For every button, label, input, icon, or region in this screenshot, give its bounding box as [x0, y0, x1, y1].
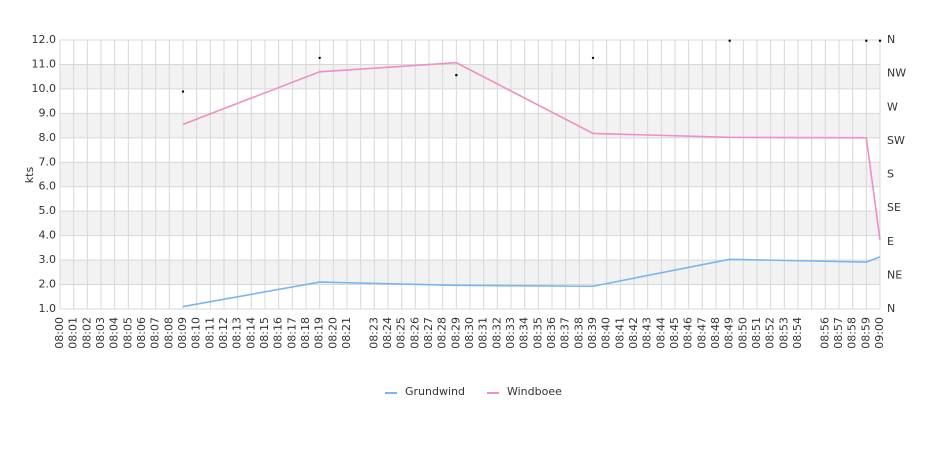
x-tick-label: 08:51	[750, 317, 763, 349]
x-tick-label: 08:33	[504, 317, 517, 349]
x-tick-label: 08:44	[654, 317, 667, 349]
direction-point	[878, 39, 882, 42]
x-tick-label: 08:58	[846, 317, 859, 349]
x-tick-label: 08:49	[723, 317, 736, 349]
x-tick-label: 08:39	[586, 317, 599, 349]
y-tick-label: 8.0	[39, 131, 57, 144]
x-tick-label: 08:52	[764, 317, 777, 349]
x-tick-label: 08:31	[477, 317, 490, 349]
x-tick-label: 08:04	[108, 317, 121, 349]
y-tick-label: 11.0	[32, 57, 57, 70]
y-tick-label: 2.0	[39, 278, 57, 291]
x-tick-label: 08:01	[67, 317, 80, 349]
x-tick-label: 08:59	[859, 317, 872, 349]
direction-point	[728, 39, 731, 42]
y-tick-label: 4.0	[39, 229, 57, 242]
x-tick-label: 08:10	[190, 317, 203, 349]
x-tick-label: 08:13	[231, 317, 244, 349]
y2-tick-label: W	[887, 100, 898, 113]
x-tick-label: 08:54	[791, 317, 804, 349]
x-tick-label: 08:15	[258, 317, 271, 349]
x-tick-label: 08:57	[832, 317, 845, 349]
x-tick-label: 08:29	[449, 317, 462, 349]
y2-tick-label: NE	[887, 268, 902, 281]
x-tick-label: 08:47	[695, 317, 708, 349]
y-tick-label: 10.0	[32, 82, 57, 95]
direction-point	[865, 39, 868, 42]
y2-tick-label: N	[887, 302, 895, 315]
x-tick-label: 08:28	[436, 317, 449, 349]
y-tick-label: 3.0	[39, 253, 57, 266]
x-tick-label: 08:26	[408, 317, 421, 349]
y2-tick-label: SW	[887, 134, 905, 147]
x-tick-label: 08:03	[94, 317, 107, 349]
x-tick-label: 08:41	[613, 317, 626, 349]
y2-tick-label: N	[887, 33, 895, 46]
y-tick-label: 12.0	[32, 33, 57, 46]
x-tick-label: 08:25	[395, 317, 408, 349]
y-tick-label: 5.0	[39, 204, 57, 217]
legend-label: Windboee	[507, 385, 562, 398]
x-tick-label: 08:35	[531, 317, 544, 349]
x-tick-label: 08:07	[149, 317, 162, 349]
x-tick-label: 08:32	[490, 317, 503, 349]
x-tick-label: 08:48	[709, 317, 722, 349]
y-axis-label: kts	[23, 167, 36, 184]
x-tick-label: 08:19	[313, 317, 326, 349]
x-tick-label: 08:40	[600, 317, 613, 349]
x-tick-label: 08:11	[203, 317, 216, 349]
direction-point	[318, 56, 321, 60]
y-tick-label: 9.0	[39, 106, 57, 119]
y2-tick-label: S	[887, 168, 894, 181]
x-tick-label: 08:09	[176, 317, 189, 349]
x-tick-label: 08:02	[80, 317, 93, 349]
series-line	[182, 256, 881, 308]
y2-tick-label: SE	[887, 201, 901, 214]
x-tick-label: 08:17	[285, 317, 298, 349]
x-tick-label: 08:42	[627, 317, 640, 349]
x-tick-label: 09:00	[873, 317, 886, 349]
y2-tick-label: NW	[887, 67, 906, 80]
x-tick-label: 08:12	[217, 317, 230, 349]
x-tick-label: 08:36	[545, 317, 558, 349]
x-tick-label: 08:05	[121, 317, 134, 349]
y-tick-label: 1.0	[39, 302, 57, 315]
x-tick-label: 08:43	[641, 317, 654, 349]
x-tick-label: 08:45	[668, 317, 681, 349]
x-tick-label: 08:34	[518, 317, 531, 349]
legend-label: Grundwind	[405, 385, 465, 398]
x-tick-label: 08:06	[135, 317, 148, 349]
x-tick-label: 08:46	[682, 317, 695, 349]
x-tick-label: 08:23	[367, 317, 380, 349]
x-tick-label: 08:00	[53, 317, 66, 349]
x-tick-label: 08:18	[299, 317, 312, 349]
direction-point	[591, 56, 595, 60]
series-line	[182, 61, 881, 241]
x-tick-label: 08:37	[559, 317, 572, 349]
x-tick-label: 08:14	[244, 317, 257, 349]
direction-point	[455, 73, 458, 77]
x-tick-label: 08:16	[272, 317, 285, 349]
y2-tick-label: E	[887, 235, 894, 248]
y-tick-label: 6.0	[39, 180, 57, 193]
x-tick-label: 08:27	[422, 317, 435, 349]
x-tick-label: 08:30	[463, 317, 476, 349]
x-tick-label: 08:38	[572, 317, 585, 349]
x-tick-label: 08:56	[818, 317, 831, 349]
direction-point	[181, 90, 185, 93]
y-tick-label: 7.0	[39, 155, 57, 168]
x-tick-label: 08:08	[162, 317, 175, 349]
x-tick-label: 08:50	[736, 317, 749, 349]
x-tick-label: 08:21	[340, 317, 353, 349]
x-tick-label: 08:24	[381, 317, 394, 349]
x-tick-label: 08:53	[777, 317, 790, 349]
x-tick-label: 08:20	[326, 317, 339, 349]
